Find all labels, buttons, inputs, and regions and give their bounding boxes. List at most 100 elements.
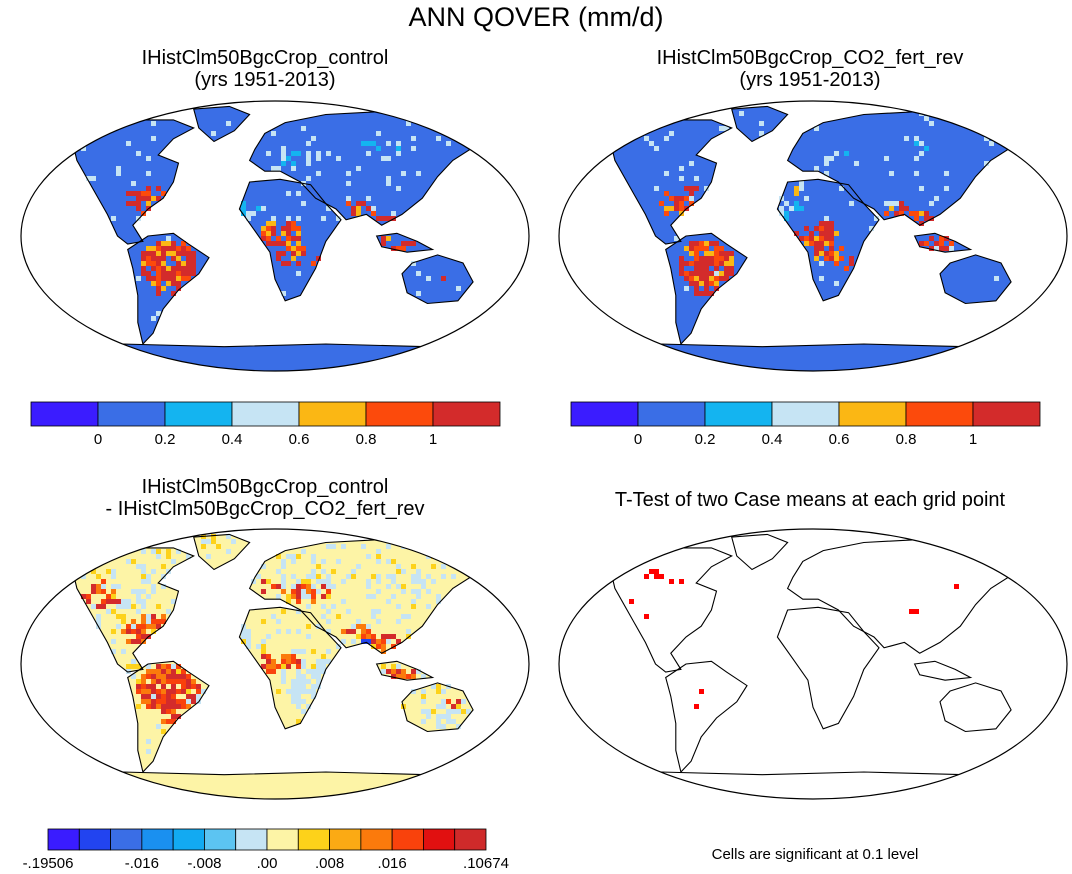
grid-cell [281,146,286,151]
grid-cell [899,201,904,206]
grid-cell [126,604,131,609]
grid-cell [381,639,386,644]
grid-cell [346,181,351,186]
grid-cell [366,634,371,639]
grid-cell [296,689,301,694]
grid-cell [141,549,146,554]
grid-cell [96,121,101,126]
grid-cell [171,559,176,564]
grid-cell [321,559,326,564]
colorbar-swatch [164,401,233,427]
grid-cell [171,674,176,679]
grid-cell [276,594,281,599]
grid-cell [421,709,426,714]
grid-cell [286,191,291,196]
grid-cell [411,669,416,674]
grid-cell [356,619,361,624]
grid-cell [111,584,116,589]
grid-cell [136,151,141,156]
grid-cell [824,256,829,261]
grid-cell [341,629,346,634]
grid-cell [266,221,271,226]
grid-cell [136,564,141,569]
grid-cell [176,271,181,276]
grid-cell [166,709,171,714]
grid-cell [186,251,191,256]
grid-cell [819,231,824,236]
grid-cell [799,186,804,191]
grid-cell [664,191,669,196]
grid-cell [176,286,181,291]
grid-cell [411,674,416,679]
grid-cell [156,266,161,271]
colorbar-swatch [329,828,362,851]
coastline-greenland [192,105,251,143]
grid-cell [126,629,131,634]
grid-cell [411,544,416,549]
grid-cell [251,211,256,216]
grid-cell [396,669,401,674]
grid-cell [286,689,291,694]
grid-cell [151,196,156,201]
grid-cell [914,136,919,141]
landmass-eurasia [788,540,1017,653]
grid-cell [146,704,151,709]
grid-cell [376,146,381,151]
grid-cell [669,131,674,136]
grid-cell [694,266,699,271]
grid-cell [884,156,889,161]
grid-cell [301,649,306,654]
grid-cell [371,211,376,216]
grid-cell [286,261,291,266]
grid-cell [296,599,301,604]
grid-cell [146,276,151,281]
grid-cell [311,664,316,669]
grid-cell [829,156,834,161]
grid-cell [689,271,694,276]
grid-cell [644,614,649,619]
grid-cell [166,699,171,704]
grid-cell [924,241,929,246]
grid-cell [151,684,156,689]
grid-cell [819,276,824,281]
grid-cell [281,669,286,674]
grid-cell [301,589,306,594]
grid-cell [141,679,146,684]
grid-cell [829,251,834,256]
grid-cell [431,709,436,714]
grid-cell [694,291,699,296]
grid-cell [914,156,919,161]
grid-cell [684,186,689,191]
grid-cell [311,569,316,574]
grid-cell [161,619,166,624]
grid-cell [396,619,401,624]
grid-cell [814,126,819,131]
grid-cell [386,584,391,589]
grid-cell [714,261,719,266]
grid-cell [176,266,181,271]
grid-cell [141,634,146,639]
grid-cell [156,196,161,201]
grid-cell [351,211,356,216]
grid-cell [296,679,301,684]
coastline-indonesia [913,660,973,681]
grid-cell [361,629,366,634]
grid-cell [296,594,301,599]
grid-cell [406,674,411,679]
grid-cell [446,709,451,714]
grid-cell [111,569,116,574]
grid-cell [271,669,276,674]
grid-cell [106,569,111,574]
grid-cell [694,256,699,261]
grid-cell [151,549,156,554]
grid-cell [799,206,804,211]
grid-cell [191,251,196,256]
grid-cell [799,181,804,186]
grid-cell [341,639,346,644]
grid-cell [191,266,196,271]
grid-cell [321,579,326,584]
grid-cell [296,699,301,704]
grid-cell [141,569,146,574]
grid-cell [321,594,326,599]
